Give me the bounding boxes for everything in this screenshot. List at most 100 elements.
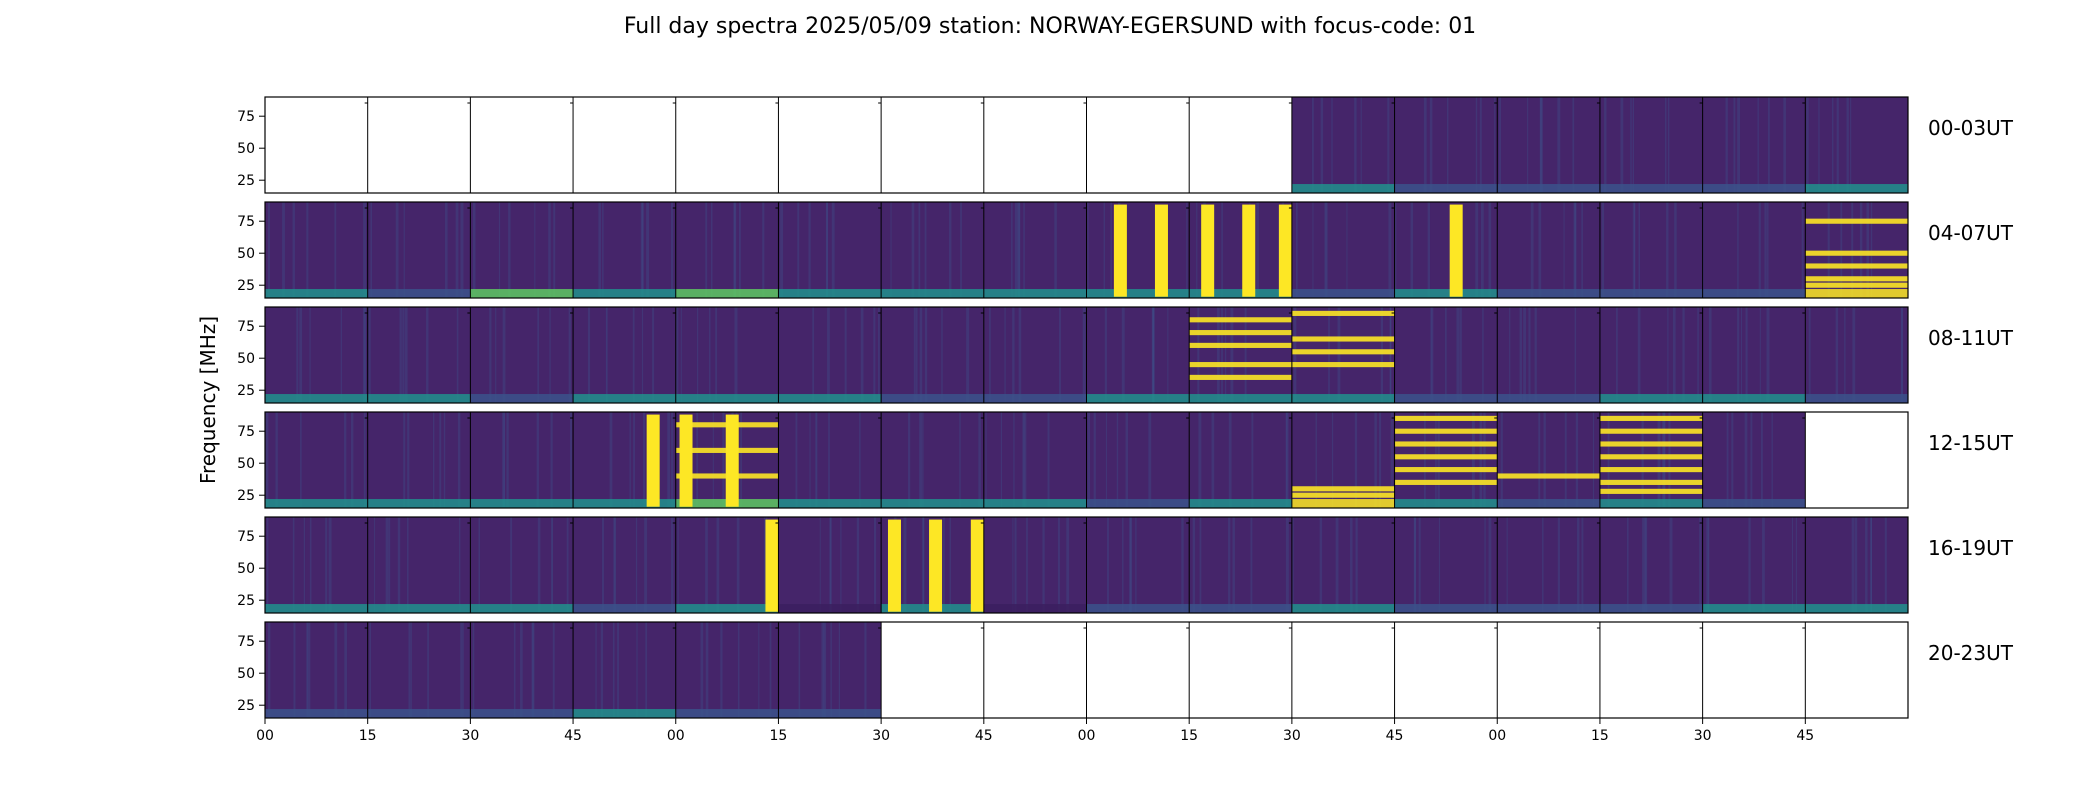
texture-line: [1285, 412, 1289, 508]
texture-line: [1642, 517, 1646, 613]
texture-line: [1488, 517, 1492, 613]
texture-line: [1808, 307, 1811, 403]
texture-line: [410, 622, 412, 718]
emission-band: [1189, 330, 1292, 336]
texture-line: [740, 412, 742, 508]
spectrum-panel: [1086, 517, 1190, 613]
texture-line: [1480, 202, 1484, 298]
spectrum-panel: [1805, 307, 1908, 403]
texture-line: [1519, 307, 1522, 403]
spectrum-panel: [1805, 622, 1908, 718]
texture-line: [404, 307, 408, 403]
texture-line: [1026, 517, 1028, 613]
empty-panel: [1599, 622, 1703, 718]
low-frequency-band: [778, 499, 882, 508]
panel-background: [1497, 97, 1600, 193]
texture-line: [918, 202, 921, 298]
texture-line: [903, 517, 907, 613]
texture-line: [985, 412, 987, 508]
empty-panel: [983, 97, 1087, 193]
texture-line: [1319, 517, 1322, 613]
texture-line: [919, 412, 921, 508]
texture-line: [830, 622, 832, 718]
texture-line: [1328, 307, 1330, 403]
texture-line: [1221, 307, 1223, 403]
texture-line: [267, 622, 271, 718]
panel-background: [881, 202, 984, 298]
texture-line: [1312, 202, 1314, 298]
low-frequency-band: [675, 709, 779, 718]
texture-line: [1390, 412, 1394, 508]
texture-line: [1527, 97, 1529, 193]
spectrum-panel: [1086, 307, 1190, 403]
texture-line: [1151, 307, 1155, 403]
texture-line: [1564, 412, 1567, 508]
texture-line: [1483, 412, 1486, 508]
texture-line: [705, 622, 709, 718]
texture-line: [1870, 202, 1873, 298]
texture-line: [1666, 202, 1669, 298]
texture-line: [1604, 97, 1607, 193]
row-frame: [264, 201, 1909, 299]
texture-line: [1057, 517, 1060, 613]
texture-line: [1637, 307, 1641, 403]
texture-line: [1672, 307, 1676, 403]
texture-line: [1851, 517, 1855, 613]
texture-line: [1538, 202, 1542, 298]
spectrum-panel: [1086, 202, 1190, 298]
texture-line: [1534, 307, 1537, 403]
texture-line: [595, 622, 597, 718]
low-frequency-band: [265, 604, 368, 613]
texture-line: [503, 412, 505, 508]
texture-line: [959, 412, 961, 508]
emission-band: [1291, 310, 1395, 316]
spectrum-panel: [470, 622, 574, 718]
panel-background: [1497, 517, 1600, 613]
texture-line: [456, 307, 459, 403]
row-time-label: 08-11UT: [1928, 326, 2014, 350]
texture-line: [432, 412, 435, 508]
spectrum-panel: [1291, 412, 1395, 508]
texture-line: [369, 622, 372, 718]
texture-line: [922, 412, 924, 508]
texture-line: [334, 202, 337, 298]
texture-line: [299, 307, 303, 403]
empty-panel: [1086, 622, 1190, 718]
texture-line: [1702, 202, 1704, 298]
texture-line: [1657, 412, 1661, 508]
texture-line: [828, 412, 830, 508]
texture-line: [978, 412, 981, 508]
x-tick-label: 30: [1283, 728, 1301, 744]
texture-line: [1211, 412, 1215, 508]
panel-background: [1805, 517, 1908, 613]
texture-line: [325, 517, 328, 613]
emission-band: [1599, 454, 1703, 460]
texture-line: [344, 622, 348, 718]
texture-line: [873, 517, 877, 613]
spectrum-panel: [1599, 517, 1703, 613]
x-tick-label: 30: [461, 728, 479, 744]
texture-line: [1022, 412, 1025, 508]
texture-line: [1013, 412, 1015, 508]
texture-line: [1767, 97, 1770, 193]
texture-line: [1435, 412, 1437, 508]
panel-background: [573, 412, 676, 508]
texture-line: [1410, 202, 1414, 298]
texture-line: [460, 622, 463, 718]
panel-background: [983, 202, 1087, 298]
texture-line: [1748, 517, 1751, 613]
texture-line: [1575, 412, 1579, 508]
y-tick-label: 25: [237, 383, 255, 399]
spectrum-panel: [367, 622, 471, 718]
texture-line: [809, 412, 811, 508]
texture-line: [1293, 307, 1297, 403]
panel-background: [1702, 97, 1806, 193]
texture-line: [949, 202, 952, 298]
radio-burst: [970, 519, 984, 612]
panel-background: [675, 202, 779, 298]
texture-line: [797, 202, 800, 298]
texture-line: [1663, 412, 1666, 508]
low-frequency-band: [1189, 499, 1292, 508]
texture-line: [1707, 517, 1710, 613]
low-frequency-band: [1291, 499, 1395, 508]
